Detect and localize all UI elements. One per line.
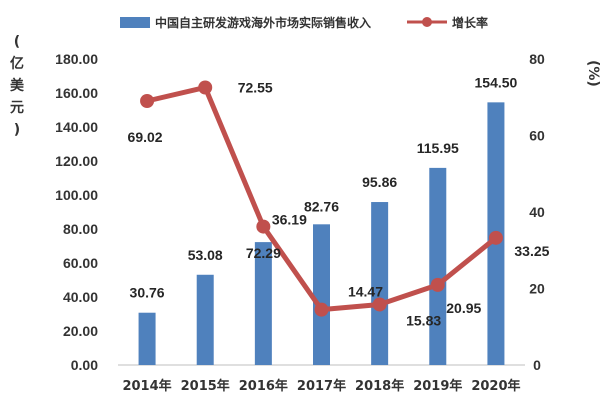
left-axis-unit: ( 亿美元)	[10, 34, 25, 138]
line-value-label: 14.47	[348, 284, 383, 300]
left-tick-label: 120.00	[55, 153, 98, 169]
line-series	[140, 80, 503, 317]
category-label: 2014年	[122, 378, 171, 394]
left-axis-ticks: 0.00 20.00 40.00 60.00 80.00 100.00 120.00 140.…	[55, 51, 98, 373]
left-axis-unit-char: 元	[10, 100, 24, 116]
category-label: 2016年	[239, 378, 288, 394]
bar-value-label: 82.76	[304, 198, 339, 214]
right-tick-label: 20	[529, 281, 545, 297]
left-tick-label: 0.00	[71, 357, 98, 373]
bar	[313, 224, 330, 365]
line-value-label: 20.95	[446, 300, 481, 316]
bar	[196, 274, 214, 365]
line-marker	[488, 230, 503, 245]
line-marker	[256, 219, 271, 234]
left-tick-label: 180.00	[55, 51, 98, 67]
right-tick-label: 60	[529, 128, 545, 144]
line-value-label: 72.55	[238, 79, 273, 95]
bar-value-label: 72.29	[246, 245, 281, 261]
line-value-label: 15.83	[406, 312, 441, 328]
category-label: 2020年	[471, 378, 520, 394]
left-tick-label: 60.00	[63, 255, 98, 271]
left-tick-label: 100.00	[55, 187, 98, 203]
right-tick-label: 0	[533, 357, 541, 373]
legend-label-bar: 中国自主研发游戏海外市场实际销售收入	[155, 15, 371, 30]
bar	[138, 312, 156, 365]
category-label: 2018年	[355, 378, 404, 394]
right-tick-label: 40	[529, 204, 545, 220]
left-axis-unit-char: )	[14, 122, 20, 138]
left-tick-label: 20.00	[63, 323, 98, 339]
left-tick-label: 140.00	[55, 119, 98, 135]
bar	[254, 242, 272, 365]
left-tick-label: 80.00	[63, 221, 98, 237]
category-labels: 2014年 2015年 2016年 2017年 2018年 2019年 2020年	[122, 378, 520, 394]
legend-label-line: 增长率	[452, 15, 488, 30]
bar-value-label: 95.86	[362, 174, 397, 190]
line-marker	[140, 93, 155, 108]
line-value-label: 33.25	[514, 243, 549, 259]
left-tick-label: 160.00	[55, 85, 98, 101]
line-marker	[372, 297, 387, 312]
left-axis-unit-char: 亿	[10, 55, 24, 72]
line-marker	[198, 80, 213, 95]
bar-series	[138, 102, 505, 365]
bar-value-label: 30.76	[130, 285, 165, 301]
left-tick-label: 40.00	[63, 289, 98, 305]
category-label: 2015年	[181, 378, 230, 394]
legend-bar-swatch	[120, 17, 150, 28]
bar-value-label: 154.50	[475, 74, 518, 90]
line-marker	[430, 277, 445, 292]
line-data-labels: 69.02 72.55 36.19 14.47 15.83 20.95 33.25	[128, 79, 550, 328]
bar	[429, 167, 447, 365]
category-label: 2019年	[413, 378, 462, 394]
bar-value-label: 53.08	[188, 247, 223, 263]
right-axis-ticks: 0 20 40 60 80	[529, 51, 545, 373]
left-axis-unit-char: (	[14, 34, 20, 50]
line-value-label: 69.02	[128, 129, 163, 145]
legend-line-marker	[422, 17, 432, 27]
line-marker	[314, 302, 329, 317]
category-label: 2017年	[297, 378, 346, 394]
bar	[371, 202, 389, 365]
right-tick-label: 80	[529, 51, 545, 67]
left-axis-unit-char: 美	[10, 77, 25, 94]
line-value-label: 36.19	[272, 212, 307, 228]
legend: 中国自主研发游戏海外市场实际销售收入 增长率	[120, 15, 488, 30]
right-axis-unit: (%)	[585, 60, 600, 87]
bar-value-label: 115.95	[417, 140, 459, 156]
bar-data-labels: 30.76 53.08 72.29 82.76 95.86 115.95 154.50	[130, 74, 518, 300]
